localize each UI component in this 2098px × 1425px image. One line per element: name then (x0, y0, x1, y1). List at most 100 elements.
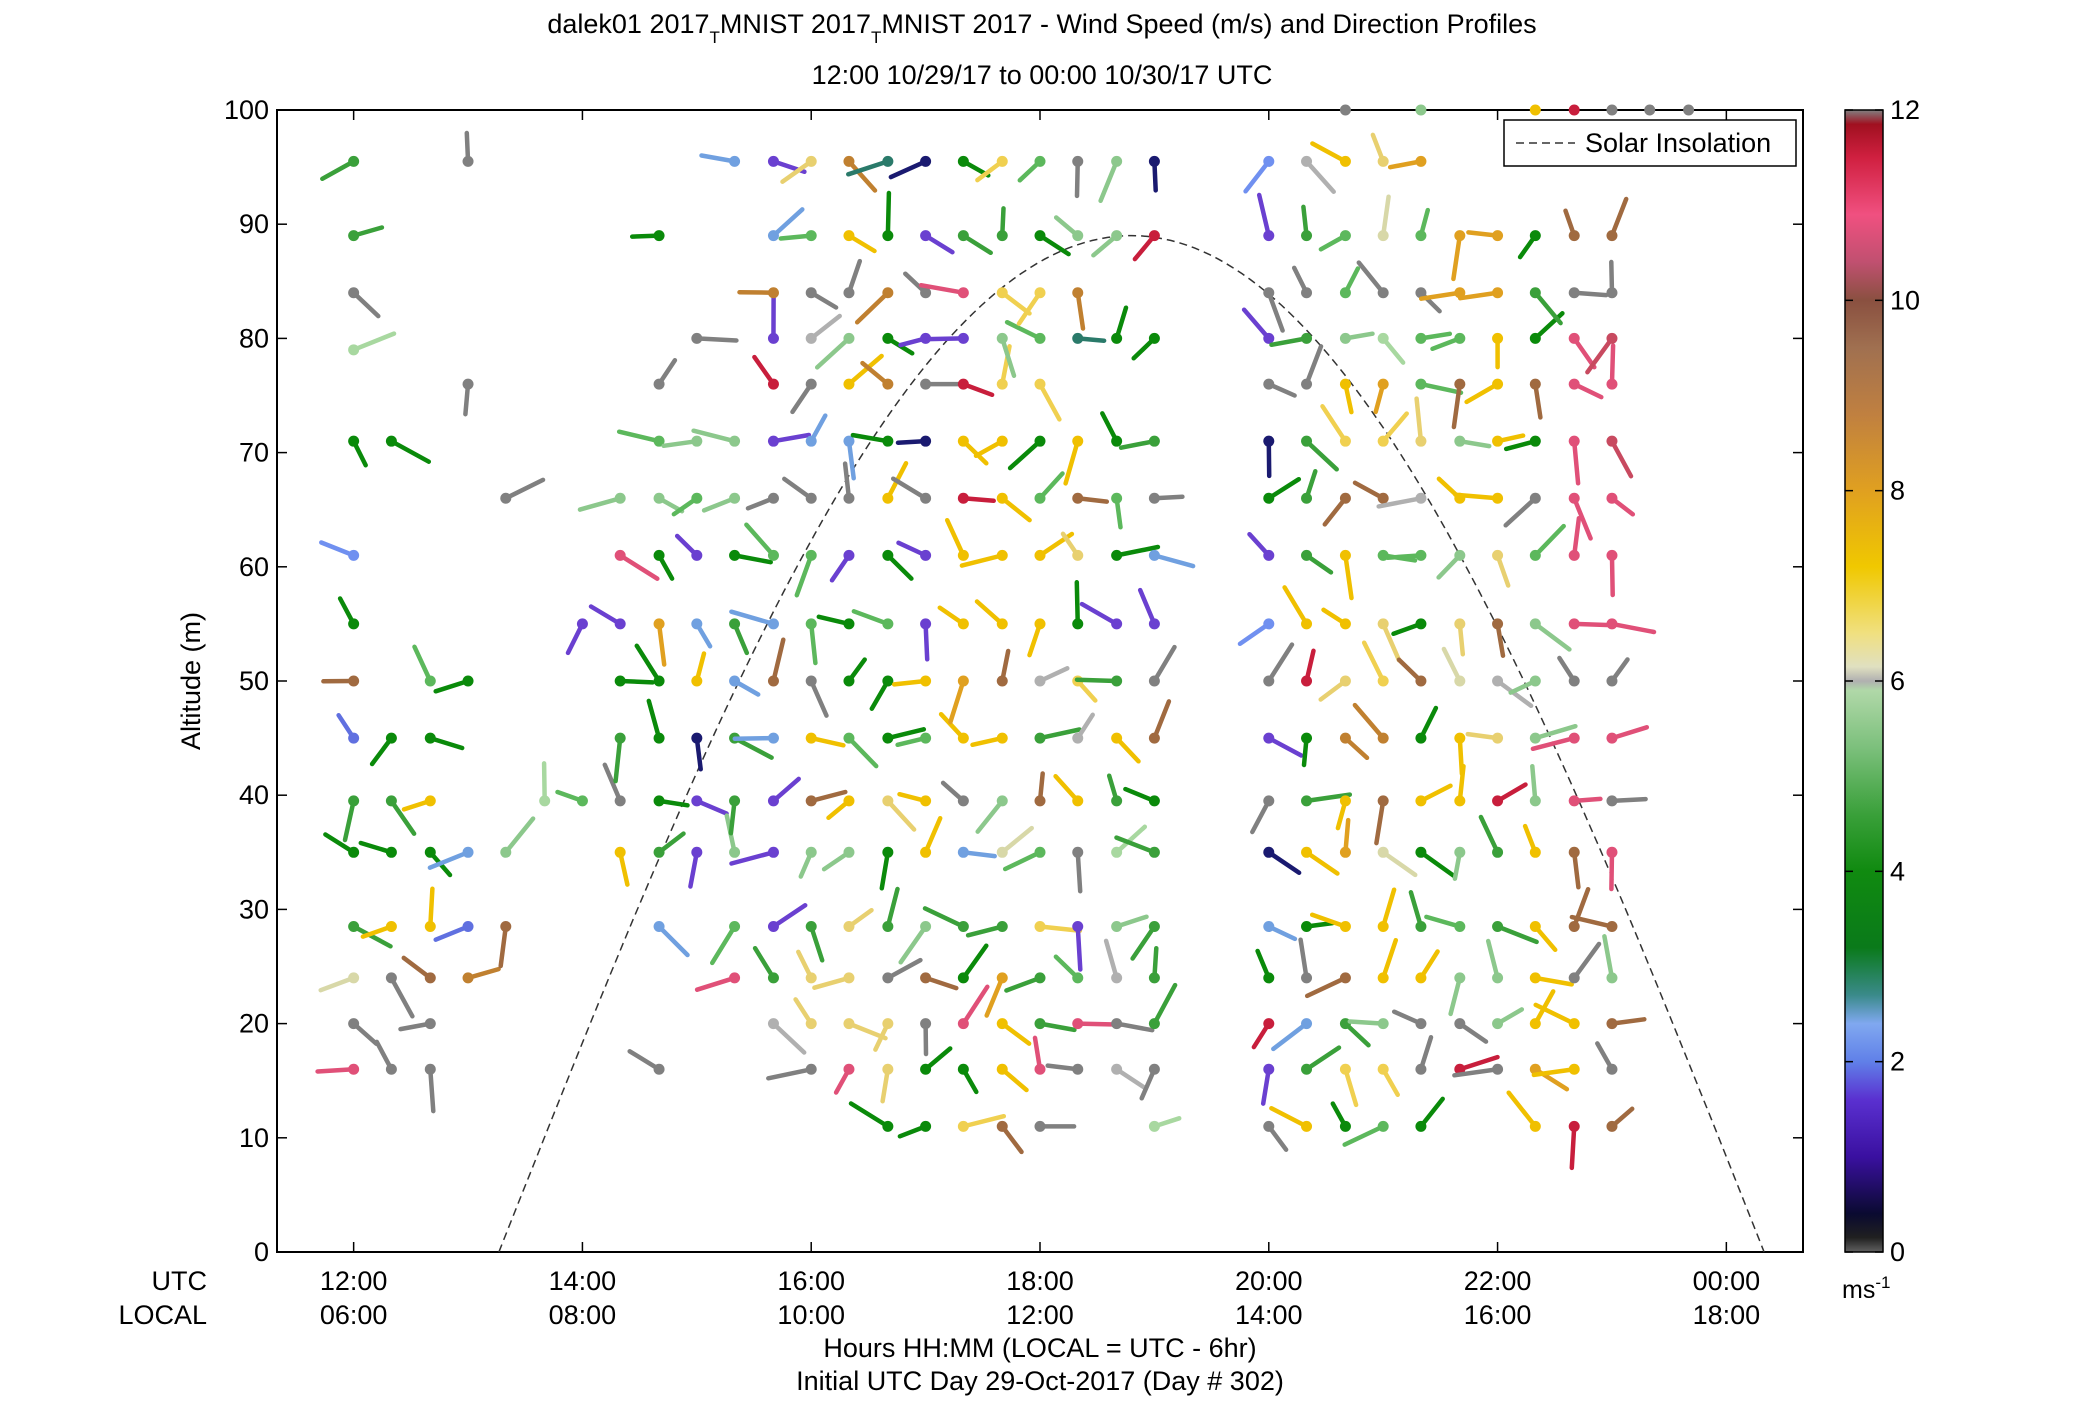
wind-barb-dot (1606, 921, 1618, 933)
wind-barb-stick (1114, 1067, 1149, 1091)
wind-barb (1321, 607, 1351, 630)
wind-barb-dot (1339, 378, 1351, 390)
wind-barb-stick (1256, 192, 1272, 238)
wind-barb (1291, 265, 1313, 299)
wind-barb-dot (729, 846, 741, 858)
wind-barb (315, 1063, 360, 1075)
wind-barb-dot (1263, 1063, 1275, 1075)
wind-barb (401, 795, 436, 812)
wind-barb-stick (752, 945, 776, 981)
wind-barb (1131, 332, 1160, 361)
wind-barb-stick (1533, 523, 1566, 558)
y-tick-label: 100 (224, 95, 269, 125)
wind-barb (1492, 618, 1506, 658)
wind-barb (1370, 132, 1389, 167)
wind-barb-dot (767, 732, 779, 744)
wind-barb (752, 354, 779, 390)
wind-barb (1322, 492, 1351, 527)
wind-barb-stick (1266, 290, 1285, 333)
wind-barb-stick (885, 553, 914, 581)
wind-barb (1263, 378, 1297, 398)
wind-barb (1529, 723, 1578, 744)
wind-barb-stick (1000, 1021, 1032, 1046)
wind-barb-stick (1114, 835, 1157, 855)
wind-barb (1111, 492, 1123, 530)
wind-barb-stick (1304, 344, 1324, 387)
wind-barb-stick (1533, 621, 1572, 652)
x-axis-label: Hours HH:MM (LOCAL = UTC - 6hr) (823, 1333, 1256, 1363)
y-tick-label: 50 (239, 666, 269, 696)
wind-barb-stick (790, 381, 814, 415)
wind-barb-dot (1148, 732, 1160, 744)
wind-barb-stick (1037, 381, 1062, 422)
wind-barb-dot (1339, 675, 1351, 687)
wind-barb (462, 378, 474, 417)
wind-barb-dot (996, 435, 1008, 447)
wind-barb-stick (808, 621, 818, 666)
wind-barb-stick (1374, 798, 1386, 846)
wind-barb-dot (1263, 435, 1275, 447)
wind-barb-dot (1415, 618, 1427, 630)
wind-barb-stick (1152, 982, 1178, 1026)
wind-barb-dot (996, 1120, 1008, 1132)
wind-barb (805, 413, 828, 447)
wind-barb (1072, 492, 1110, 504)
wind-barb (1602, 934, 1618, 984)
wind-barb-dot (957, 732, 969, 744)
wind-barb-dot (920, 921, 932, 933)
wind-barb-dot (882, 332, 894, 344)
wind-barb (1415, 705, 1439, 744)
wind-barb (1139, 1063, 1160, 1101)
wind-barb-dot (1529, 921, 1541, 933)
wind-barb (996, 492, 1032, 523)
wind-barb (767, 903, 808, 933)
wind-barb (1414, 396, 1427, 447)
wind-barb-dot (462, 378, 474, 390)
wind-barb (1606, 1017, 1647, 1030)
wind-barb (728, 795, 741, 836)
wind-barb-dot (767, 921, 779, 933)
wind-barb (1452, 846, 1466, 881)
wind-barb-dot (843, 846, 855, 858)
wind-barb-stick (1418, 705, 1439, 741)
wind-barb (1130, 921, 1160, 961)
wind-barb (843, 353, 884, 390)
wind-barb (1016, 287, 1046, 326)
wind-barb-dot (957, 332, 969, 344)
wind-barb-stick (617, 850, 630, 887)
wind-barb (1454, 1018, 1489, 1044)
wind-barb-stick (1418, 783, 1453, 804)
wind-barb-dot (882, 492, 894, 504)
wind-barb-dot (1339, 732, 1351, 744)
wind-barb-stick (1361, 640, 1386, 684)
wind-barb-dot (957, 675, 969, 687)
wind-barb (920, 378, 963, 390)
wind-barb (1263, 287, 1285, 333)
wind-barb-stick (1609, 725, 1650, 741)
wind-barb-dot (957, 1063, 969, 1075)
wind-barb-stick (812, 975, 852, 990)
wind-barb (348, 921, 393, 949)
wind-barb (1492, 1007, 1525, 1030)
wind-barb (1007, 435, 1046, 471)
wind-barb (1415, 287, 1442, 314)
wind-barb (1606, 657, 1630, 687)
wind-barb-dot (1529, 230, 1541, 242)
wind-barb (920, 230, 955, 255)
wind-barb-dot (1492, 549, 1504, 561)
wind-barb-dot (1148, 1120, 1160, 1132)
wind-barb (358, 840, 397, 858)
wind-barb (897, 791, 932, 807)
wind-barb-dot (424, 846, 436, 858)
wind-barb (767, 207, 805, 242)
wind-barb (940, 780, 969, 807)
wind-barb (1103, 938, 1123, 984)
wind-barb (1339, 331, 1375, 344)
wind-barb-dot (1301, 435, 1313, 447)
wind-barb-dot (1034, 972, 1046, 984)
wind-barb-stick (627, 1049, 662, 1072)
wind-barb (1503, 435, 1541, 452)
wind-barb (1032, 1035, 1046, 1075)
wind-barb (369, 732, 397, 767)
wind-barb-stick (1266, 850, 1302, 876)
